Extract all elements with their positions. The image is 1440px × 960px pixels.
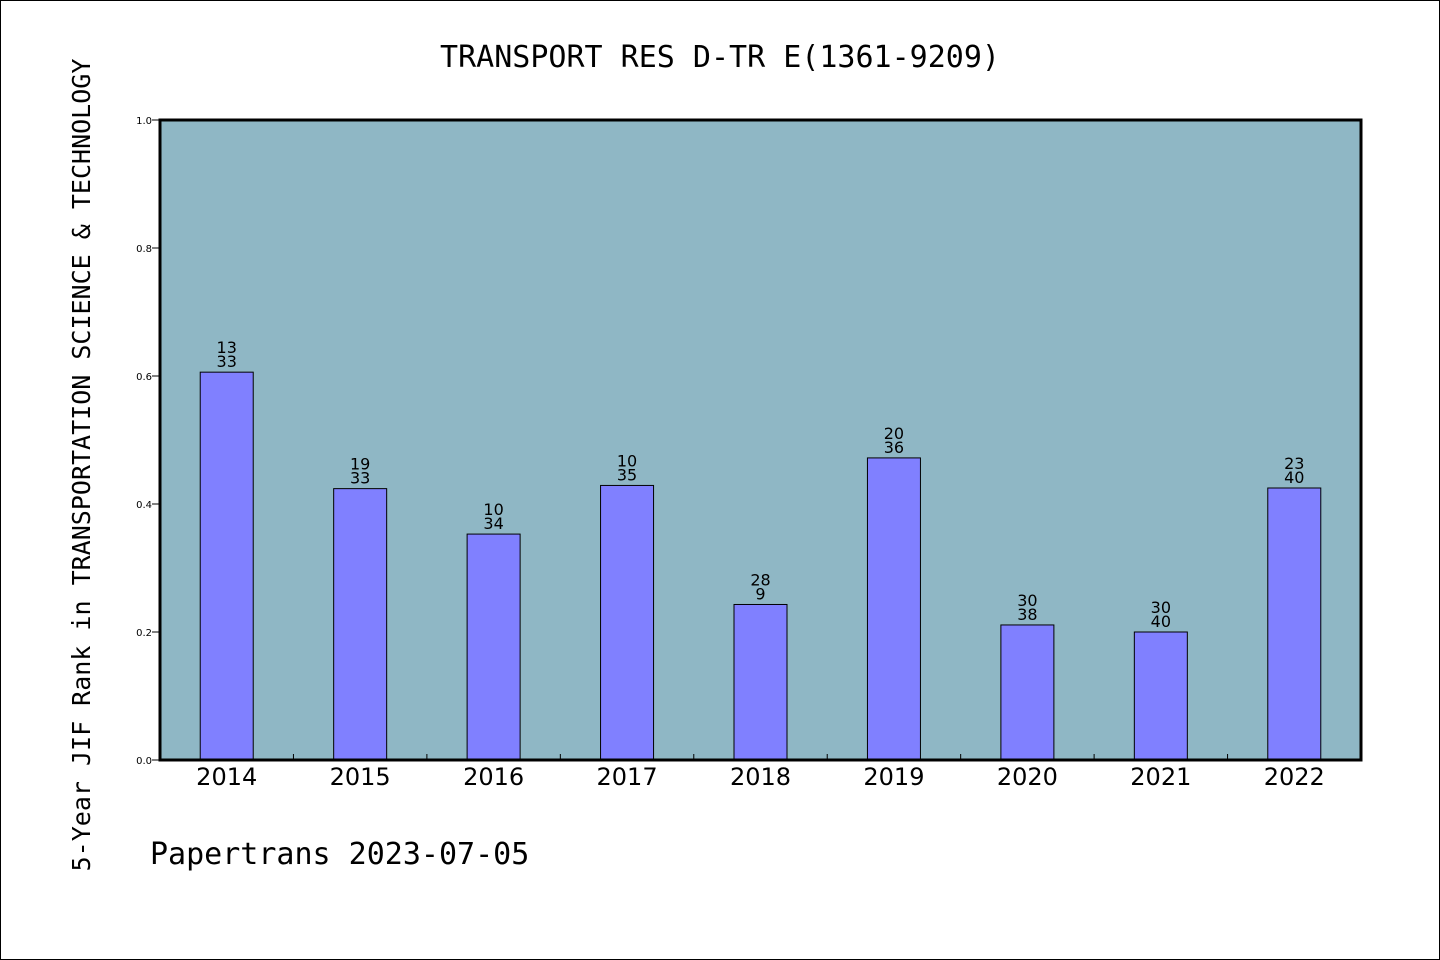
bar-label-rank: 13 (217, 338, 237, 357)
bar-label-total: 33 (217, 352, 237, 371)
bar-2015 (333, 488, 388, 761)
chart-title: TRANSPORT RES D-TR E(1361-9209) (440, 40, 1000, 75)
bar-label-total: 33 (350, 469, 370, 488)
bar-label-rank: 30 (1017, 591, 1037, 610)
y-tick-label: 0.2 (136, 628, 152, 639)
x-tick-label: 2020 (997, 763, 1058, 791)
footer-credit: Papertrans 2023-07-05 (150, 837, 529, 872)
y-axis-label: 5-Year JIF Rank in TRANSPORTATION SCIENC… (67, 59, 96, 872)
bar-label-total: 9 (755, 584, 765, 603)
bar-label-total: 35 (617, 465, 637, 484)
y-tick-label: 1.0 (136, 116, 152, 127)
x-tick-label: 2018 (730, 763, 791, 791)
y-tick-label: 0.6 (136, 372, 152, 383)
bar-label-rank: 28 (750, 570, 770, 589)
x-tick-label: 2022 (1264, 763, 1325, 791)
bar-2020 (1000, 624, 1055, 761)
bars (199, 371, 1322, 761)
bar-label-rank: 10 (483, 500, 503, 519)
bar-2022 (1267, 487, 1322, 761)
bar-label-total: 40 (1284, 468, 1304, 487)
bar-2019 (866, 457, 921, 761)
bar-label-total: 38 (1017, 605, 1037, 624)
x-tick-label: 2016 (463, 763, 524, 791)
x-tick-label: 2021 (1130, 763, 1191, 791)
bar-2021 (1133, 631, 1188, 761)
y-axis: 0.0 0.2 0.4 0.6 0.8 1.0 (136, 116, 160, 767)
x-tick-label: 2014 (196, 763, 257, 791)
bar-2014 (199, 371, 254, 761)
bar-2017 (600, 484, 655, 761)
bar-label-rank: 23 (1284, 454, 1304, 473)
bar-label-rank: 19 (350, 455, 370, 474)
bar-label-total: 40 (1151, 612, 1171, 631)
bar-label-total: 36 (884, 438, 904, 457)
x-tick-label: 2019 (863, 763, 924, 791)
y-tick-label: 0.0 (136, 756, 152, 767)
x-axis: 2014 2015 2016 2017 2018 2019 2020 2021 2022 (196, 754, 1325, 791)
x-tick-label: 2015 (330, 763, 391, 791)
bar-label-rank: 30 (1151, 598, 1171, 617)
bar-2016 (466, 533, 521, 761)
y-tick-label: 0.8 (136, 244, 152, 255)
bar-2018 (733, 603, 788, 761)
bar-label-rank: 20 (884, 424, 904, 443)
bar-label-rank: 10 (617, 451, 637, 470)
x-tick-label: 2017 (597, 763, 658, 791)
plot-border (158, 118, 1363, 762)
y-tick-label: 0.4 (136, 500, 152, 511)
bar-label-total: 34 (483, 514, 503, 533)
